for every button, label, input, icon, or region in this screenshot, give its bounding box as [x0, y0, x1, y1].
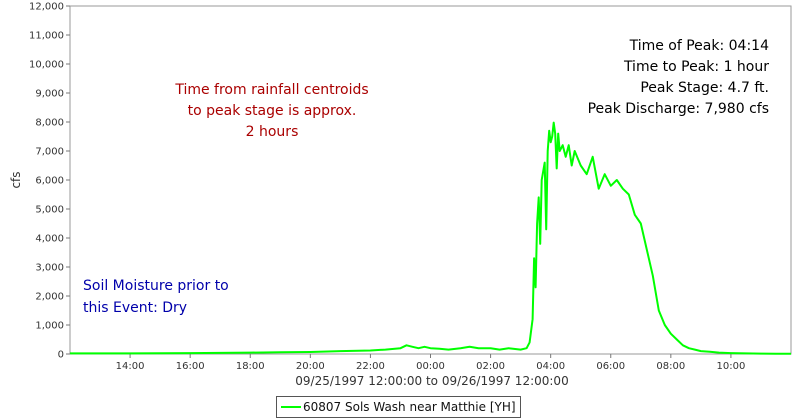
y-tick-label: 0 — [58, 350, 64, 361]
x-tick-label: 18:00 — [236, 361, 265, 372]
legend: 60807 Sols Wash near Matthie [YH] — [276, 396, 521, 418]
y-axis: 0 1,000 2,000 3,000 4,000 5,000 6,000 7,000 8,00… — [29, 2, 70, 361]
centroid-note-annotation: Time from rainfall centroids to peak sta… — [174, 82, 368, 140]
y-tick-label: 4,000 — [35, 234, 64, 245]
x-tick-label: 08:00 — [656, 361, 685, 372]
soil-moisture-annotation: Soil Moisture prior to this Event: Dry — [83, 278, 229, 316]
x-tick-label: 04:00 — [536, 361, 565, 372]
centroid-note-line-3: 2 hours — [246, 124, 299, 140]
centroid-note-line-1: Time from rainfall centroids — [174, 82, 368, 98]
y-tick-label: 10,000 — [29, 60, 64, 71]
x-tick-label: 16:00 — [176, 361, 205, 372]
y-tick-label: 1,000 — [35, 321, 64, 332]
x-tick-label: 22:00 — [356, 361, 385, 372]
series-line-sols-wash — [70, 121, 791, 355]
y-axis-label: cfs — [9, 171, 23, 188]
legend-swatch — [281, 406, 301, 408]
x-tick-label: 00:00 — [416, 361, 445, 372]
soil-note-line-2: this Event: Dry — [83, 300, 187, 316]
peak-discharge-text: Peak Discharge: 7,980 cfs — [588, 101, 769, 117]
y-tick-label: 9,000 — [35, 89, 64, 100]
x-tick-label: 14:00 — [116, 361, 145, 372]
time-to-peak-text: Time to Peak: 1 hour — [623, 59, 769, 75]
y-tick-label: 12,000 — [29, 2, 64, 13]
soil-note-line-1: Soil Moisture prior to — [83, 278, 229, 294]
y-tick-label: 6,000 — [35, 176, 64, 187]
y-tick-label: 5,000 — [35, 205, 64, 216]
x-tick-label: 02:00 — [476, 361, 505, 372]
x-tick-label: 10:00 — [717, 361, 746, 372]
x-tick-label: 20:00 — [296, 361, 325, 372]
y-tick-label: 8,000 — [35, 118, 64, 129]
x-tick-label: 06:00 — [596, 361, 625, 372]
plot-area — [69, 5, 792, 355]
y-tick-label: 11,000 — [29, 31, 64, 42]
y-tick-label: 3,000 — [35, 263, 64, 274]
x-axis: 14:00 16:00 18:00 20:00 22:00 00:00 02:00 04:00… — [116, 354, 746, 372]
peak-stage-text: Peak Stage: 4.7 ft. — [640, 80, 769, 96]
centroid-note-line-2: to peak stage is approx. — [188, 103, 357, 119]
peak-info-annotation: Time of Peak: 04:14 Time to Peak: 1 hour… — [588, 38, 770, 117]
y-tick-label: 7,000 — [35, 147, 64, 158]
x-axis-label: 09/25/1997 12:00:00 to 09/26/1997 12:00:… — [295, 374, 568, 388]
y-tick-label: 2,000 — [35, 292, 64, 303]
time-of-peak-text: Time of Peak: 04:14 — [629, 38, 770, 54]
legend-label: 60807 Sols Wash near Matthie [YH] — [303, 400, 516, 414]
